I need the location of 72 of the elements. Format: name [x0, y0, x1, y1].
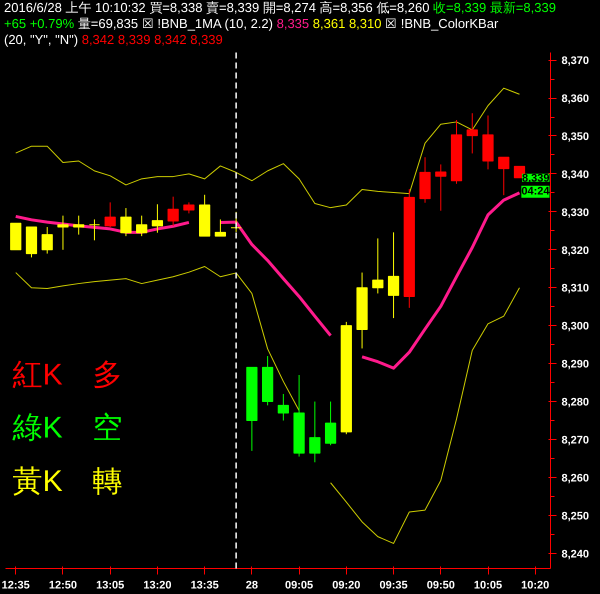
y-tick-label: 8,240 [562, 548, 590, 560]
y-tick-label: 8,310 [562, 282, 590, 295]
candlestick [278, 393, 289, 422]
x-tick-label: 13:05 [96, 580, 124, 592]
candlestick [183, 202, 195, 214]
x-tick-label: 12:35 [2, 580, 30, 592]
y-tick-label: 8,360 [562, 93, 590, 106]
line-series [15, 88, 520, 208]
text: 8,342 [82, 32, 114, 47]
x-tick-label: 09:20 [332, 580, 360, 592]
candlestick [388, 232, 400, 319]
y-tick-label: 8,370 [562, 55, 590, 68]
annotation: 04:24 [521, 186, 550, 198]
text: 8,342 [154, 32, 187, 47]
candlestick [73, 215, 84, 236]
text: 賣=8,339 [206, 0, 260, 15]
text: 8,339 [118, 32, 150, 47]
candlestick [57, 215, 69, 250]
text: 2016/6/28 上午 10:10:32 [4, 0, 146, 15]
y-tick-label: 8,250 [562, 510, 590, 522]
text: 8,339 [190, 32, 223, 47]
candlestick [152, 204, 164, 234]
x-tick-label: 13:20 [143, 580, 172, 592]
x-tick-label: 10:20 [521, 580, 550, 592]
x-tick-label: 28 [246, 580, 258, 592]
candlestick [324, 401, 336, 446]
candlestick [120, 208, 132, 237]
text: 8,335 [276, 16, 310, 31]
x-tick-label: 13:35 [190, 580, 219, 592]
y-tick-label: 8,260 [562, 472, 590, 484]
x-tick-label: 09:50 [426, 580, 455, 592]
candlestick [214, 218, 226, 237]
text: 8,361 [312, 16, 346, 31]
text: +0.79% [30, 16, 74, 31]
candlestick [435, 164, 446, 212]
text: 低=8,260 [376, 0, 430, 15]
y-tick-label: 8,300 [562, 320, 590, 333]
candlestick [498, 156, 510, 196]
candlestick [136, 215, 148, 237]
candlestick [104, 202, 116, 228]
x-tick-label: 09:05 [285, 580, 314, 592]
x-tick-label: 12:50 [48, 580, 78, 592]
text: 高=8,356 [320, 0, 373, 15]
candlestick [309, 401, 320, 463]
y-tick-label: 8,350 [562, 130, 590, 143]
text: (20, "Y", "N") [4, 32, 78, 47]
annotation: 黃K 轉 [12, 464, 123, 498]
text: 收=8,339 [433, 0, 486, 15]
text: 量=69,835 [78, 16, 138, 31]
text: +65 [4, 16, 26, 31]
text: 開=8,274 [262, 0, 316, 15]
y-tick-label: 8,340 [562, 168, 590, 181]
candlestick [88, 218, 100, 241]
y-tick-label: 8,320 [562, 244, 590, 257]
y-tick-label: 8,330 [562, 206, 590, 219]
y-tick-label: 8,270 [562, 434, 590, 446]
annotation: 紅K 多 [12, 358, 123, 392]
text: ☒ !BNB_1MA (10, 2.2) [142, 16, 273, 31]
text: 買=8,338 [149, 0, 202, 15]
x-tick-label: 09:35 [379, 580, 408, 592]
candlestick [42, 226, 53, 254]
y-tick-label: 8,290 [562, 358, 590, 371]
text: 最新=8,339 [490, 0, 556, 15]
y-tick-label: 8,280 [562, 396, 590, 409]
candlestick [372, 238, 384, 294]
annotation: 8,339 [522, 172, 550, 185]
candlestick [466, 112, 478, 154]
annotation: 綠K 空 [12, 412, 123, 445]
x-tick-label: 10:05 [474, 580, 502, 592]
candlestick [168, 196, 179, 226]
text: 8,310 [348, 16, 382, 31]
text: ☒ !BNB_ColorKBar [385, 16, 498, 31]
